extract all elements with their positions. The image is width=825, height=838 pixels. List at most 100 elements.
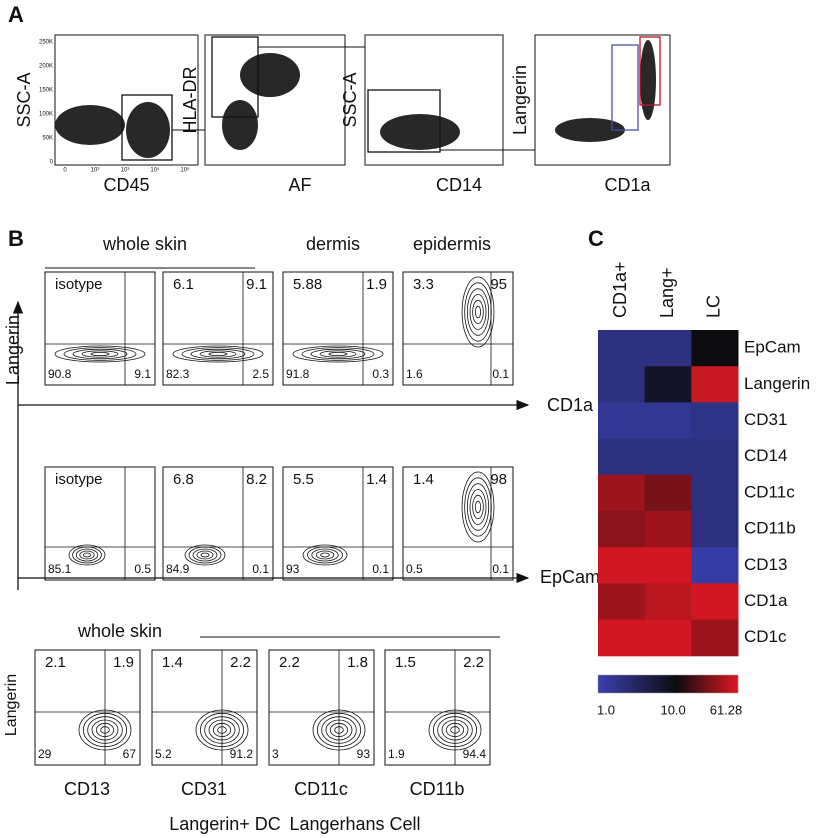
- plot-frame: [162, 271, 274, 386]
- quadrant-value: 85.1: [48, 562, 72, 576]
- contour: [63, 347, 137, 361]
- contour: [79, 550, 95, 560]
- plot-frame: [402, 271, 514, 386]
- contour: [292, 345, 384, 363]
- colorbar-frame: [597, 674, 739, 694]
- quadrant-value: 0.1: [492, 367, 509, 381]
- y-axis-label: Langerin: [3, 315, 23, 385]
- quadrant-value: 0.1: [372, 562, 389, 576]
- y-axis-label: Langerin: [3, 674, 20, 736]
- panel-label: C: [588, 226, 604, 251]
- colorbar-step: [660, 675, 663, 693]
- contour: [90, 351, 110, 356]
- row-label: CD31: [744, 410, 787, 429]
- contour: [466, 483, 490, 531]
- contour: [450, 726, 460, 734]
- heatmap-cell: [644, 511, 692, 548]
- contour: [217, 726, 227, 734]
- quadrant-value: 5.5: [293, 471, 314, 488]
- colorbar-step: [614, 675, 617, 693]
- header: whole skin: [102, 234, 187, 254]
- quadrant-value: 0.1: [492, 562, 509, 576]
- colorbar-step: [736, 675, 739, 693]
- density: [222, 100, 258, 150]
- plot-frame: [268, 649, 375, 766]
- plot-frame: [402, 466, 514, 581]
- contour: [200, 552, 210, 558]
- colorbar-step: [642, 675, 645, 693]
- quadrant-value: 1.6: [406, 367, 423, 381]
- contour: [83, 552, 92, 558]
- contour: [172, 345, 264, 363]
- row-label: CD1a: [744, 591, 788, 610]
- colorbar-step: [604, 675, 607, 693]
- contour: [302, 544, 348, 566]
- x-axis-label: CD1a: [604, 175, 651, 195]
- contour: [54, 345, 146, 363]
- plot-frame: [364, 34, 504, 166]
- colorbar-step: [694, 675, 697, 693]
- heatmap-cell: [644, 330, 692, 367]
- tick-label: 10²: [91, 168, 100, 174]
- quadrant-value: 67: [123, 747, 137, 761]
- panel-label: A: [8, 2, 24, 27]
- column-label: Lang+: [657, 267, 677, 318]
- header: whole skin: [77, 621, 162, 641]
- contour: [75, 548, 99, 562]
- quadrant-value: 6.1: [173, 276, 194, 293]
- contour: [474, 305, 482, 319]
- quadrant-value: 9.1: [246, 276, 267, 293]
- contour: [316, 712, 362, 748]
- quadrant-value: 91.8: [286, 367, 310, 381]
- quadrant-value: 1.9: [113, 654, 134, 671]
- plot-frame: [282, 271, 394, 386]
- row-label: CD13: [744, 555, 787, 574]
- quadrant-value: 2.2: [230, 654, 251, 671]
- colorbar-step: [716, 675, 719, 693]
- plot-frame: [162, 466, 274, 581]
- contour: [472, 494, 484, 520]
- colorbar-step: [646, 675, 649, 693]
- x-axis-label: CD31: [181, 779, 227, 799]
- contour: [445, 722, 465, 738]
- contour: [320, 552, 330, 558]
- colorbar-step: [678, 675, 681, 693]
- colorbar-step: [728, 675, 731, 693]
- contour: [190, 348, 246, 360]
- tick-label: 50K: [42, 136, 53, 142]
- gate: [121, 94, 173, 161]
- colorbar-step: [632, 675, 635, 693]
- contour: [474, 500, 482, 514]
- gate: [367, 89, 441, 153]
- heatmap-cell: [644, 438, 692, 476]
- colorbar-step: [618, 675, 621, 693]
- contour: [199, 712, 245, 748]
- gate: [639, 36, 661, 106]
- heatmap-cell: [691, 511, 739, 548]
- plot-frame: [384, 649, 491, 766]
- colorbar-step: [666, 675, 669, 693]
- contour: [312, 709, 366, 751]
- contour: [199, 350, 237, 358]
- quadrant-value: 1.5: [395, 654, 416, 671]
- colorbar-step: [606, 675, 609, 693]
- contour: [192, 548, 218, 562]
- quadrant-value: 1.4: [413, 471, 434, 488]
- contour: [315, 550, 335, 560]
- plot-frame: [282, 466, 394, 581]
- colorbar-step: [648, 675, 651, 693]
- gate: [611, 44, 639, 131]
- tick-label: 0: [63, 168, 67, 174]
- contour: [204, 716, 240, 744]
- density: [555, 118, 625, 142]
- colorbar-label: 10.0: [660, 702, 685, 717]
- heatmap-cell: [644, 547, 692, 584]
- contour: [306, 546, 343, 564]
- quadrant-value: 1.4: [162, 654, 183, 671]
- column-label: CD1a+: [610, 261, 630, 318]
- colorbar-step: [720, 675, 723, 693]
- heatmap-cell: [691, 474, 739, 512]
- density: [640, 40, 656, 120]
- colorbar-step: [684, 675, 687, 693]
- colorbar-step: [598, 675, 601, 693]
